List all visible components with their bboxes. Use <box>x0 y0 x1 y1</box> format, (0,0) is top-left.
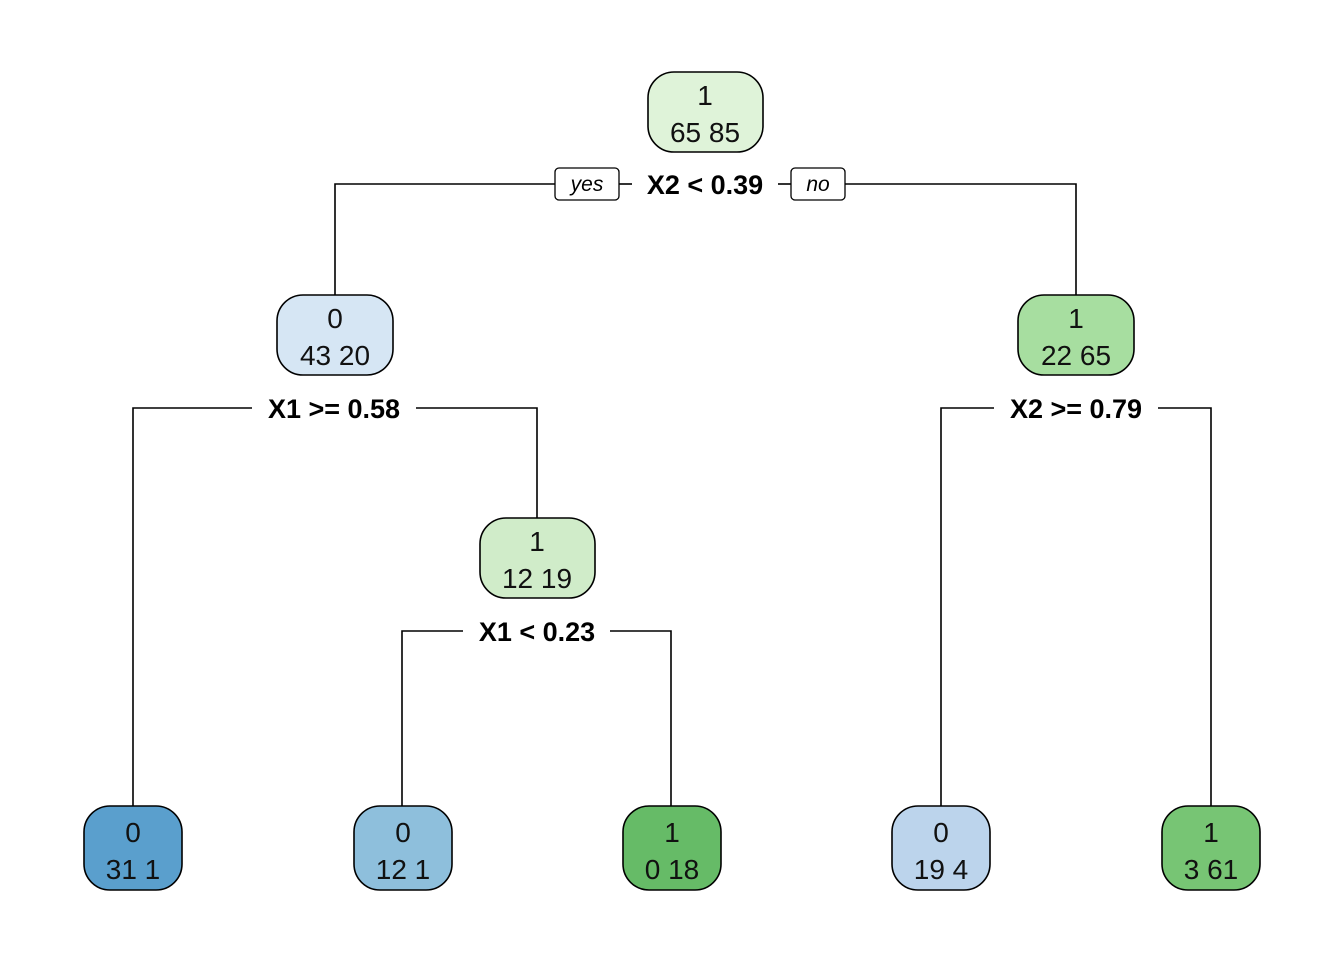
node-class-label: 0 <box>125 817 141 848</box>
node-class-label: 1 <box>697 80 713 111</box>
leaf-n6: 0 12 1 <box>353 805 453 891</box>
node-root: 1 65 85 <box>647 71 764 153</box>
branch-label-no-text: no <box>806 173 830 196</box>
node-counts: 43 20 <box>300 340 370 371</box>
edge-n5-n7 <box>610 630 672 806</box>
node-counts: 3 61 <box>1184 854 1239 885</box>
node-class-label: 1 <box>1203 817 1219 848</box>
leaf-n4: 0 31 1 <box>83 805 183 891</box>
tree-edges <box>132 183 1212 812</box>
leaf-n8: 0 19 4 <box>891 805 991 891</box>
edge-n1-n3 <box>845 183 1077 295</box>
split-label-n3: X2 >= 0.79 <box>1010 394 1142 424</box>
node-class-label: 0 <box>933 817 949 848</box>
edge-n3-n9 <box>1158 407 1212 806</box>
edge-n2-n5 <box>416 407 538 518</box>
node-counts: 12 1 <box>376 854 431 885</box>
node-counts: 31 1 <box>106 854 161 885</box>
split-label-root: X2 < 0.39 <box>647 170 763 200</box>
node-counts: 65 85 <box>670 117 740 148</box>
node-counts: 22 65 <box>1041 340 1111 371</box>
node-class-label: 0 <box>395 817 411 848</box>
branch-label-yes-text: yes <box>569 173 604 196</box>
split-label-n5: X1 < 0.23 <box>479 617 595 647</box>
node-n3: 1 22 65 <box>1017 294 1135 376</box>
node-class-label: 1 <box>664 817 680 848</box>
node-counts: 12 19 <box>502 563 572 594</box>
node-class-label: 0 <box>327 303 343 334</box>
leaf-n9: 1 3 61 <box>1161 805 1261 891</box>
node-class-label: 1 <box>529 526 545 557</box>
edge-n1-n2 <box>334 183 555 295</box>
leaf-n7: 1 0 18 <box>622 805 722 891</box>
branch-label-no: no <box>790 167 846 201</box>
edge-n2-n4 <box>132 407 252 812</box>
node-counts: 19 4 <box>914 854 969 885</box>
node-counts: 0 18 <box>645 854 700 885</box>
node-n5: 1 12 19 <box>479 517 596 599</box>
edge-n5-n6 <box>401 630 463 806</box>
branch-label-yes: yes <box>554 167 620 201</box>
node-class-label: 1 <box>1068 303 1084 334</box>
edge-n3-n8 <box>940 407 994 806</box>
split-label-n2: X1 >= 0.58 <box>268 394 400 424</box>
node-n2: 0 43 20 <box>276 294 394 376</box>
